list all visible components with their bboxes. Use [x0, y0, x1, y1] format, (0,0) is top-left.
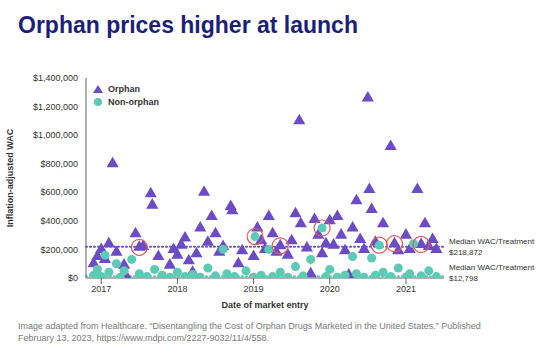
svg-text:Median WAC/Treatment: Median WAC/Treatment	[449, 263, 532, 272]
svg-text:2021: 2021	[396, 284, 416, 294]
svg-text:Median WAC/Treatment: Median WAC/Treatment	[449, 237, 532, 246]
svg-text:2018: 2018	[167, 284, 187, 294]
svg-text:$1,200,000: $1,200,000	[33, 102, 78, 112]
svg-text:Date of market entry: Date of market entry	[221, 300, 308, 310]
html-text:Orphan: Orphan	[108, 83, 140, 94]
svg-text:2020: 2020	[320, 284, 340, 294]
svg-text:2019: 2019	[244, 284, 264, 294]
svg-text:$1,000,000: $1,000,000	[33, 130, 78, 140]
svg-text:$1,400,000: $1,400,000	[33, 73, 78, 83]
svg-text:$400,000: $400,000	[40, 216, 78, 226]
svg-text:$200,000: $200,000	[40, 245, 78, 255]
html-text:Non-orphan: Non-orphan	[108, 96, 159, 107]
svg-text:$0: $0	[68, 273, 78, 283]
svg-text:$800,000: $800,000	[40, 159, 78, 169]
svg-text:$12,798: $12,798	[449, 274, 478, 283]
svg-text:2017: 2017	[91, 284, 111, 294]
html-text:Orphan prices higher at launch: Orphan prices higher at launch	[18, 12, 358, 38]
html-text:Image adapted from Healthcare.: Image adapted from Healthcare. “Disentan…	[18, 321, 481, 343]
svg-text:$600,000: $600,000	[40, 187, 78, 197]
svg-text:$218,872: $218,872	[449, 248, 483, 257]
svg-text:Inflation-adjusted WAC: Inflation-adjusted WAC	[8, 128, 15, 227]
